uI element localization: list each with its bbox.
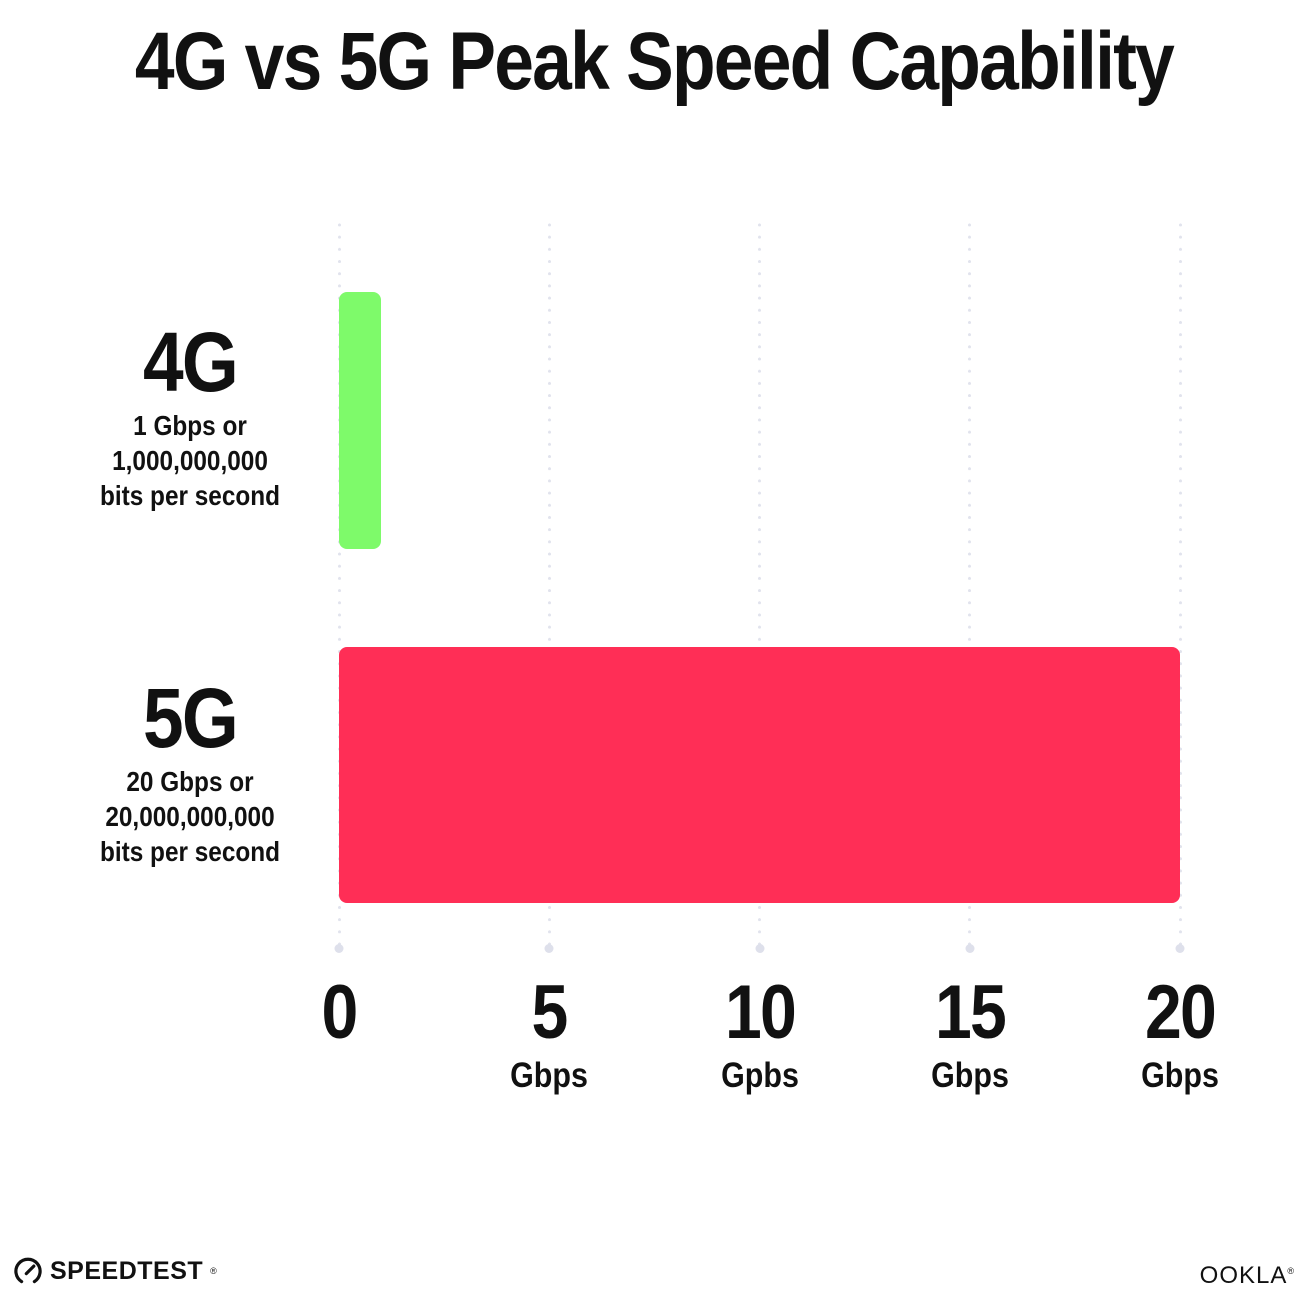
gridline-15 — [968, 222, 972, 950]
category-label-4g: 4G 1 Gbps or 1,000,000,000 bits per seco… — [60, 315, 321, 513]
x-axis: 0 5 Gbps 10 Gpbs 15 Gbps 20 Gbps — [321, 970, 1218, 1108]
category-desc-4g-line3: bits per second — [99, 480, 281, 511]
category-desc-4g-line1: 1 Gbps or — [133, 410, 247, 441]
x-tick-15-unit: Gbps — [930, 1056, 1009, 1095]
plot-area — [337, 222, 1182, 958]
gridline-0 — [337, 222, 341, 950]
ookla-wordmark: OOKLA — [1199, 1262, 1288, 1289]
gridline-10 — [758, 222, 761, 950]
speedtest-gauge-icon — [14, 1257, 42, 1284]
x-tick-15: 15 Gbps — [865, 970, 1074, 1095]
category-desc-4g-line2: 1,000,000,000 — [112, 445, 268, 476]
bar-5g — [339, 647, 1180, 903]
x-tick-5-number: 5 — [531, 970, 569, 1055]
x-tick-15-number: 15 — [934, 970, 1007, 1055]
x-tick-5: 5 Gbps — [445, 970, 654, 1095]
speedtest-logo: SPEEDTEST ® — [13, 1256, 217, 1286]
x-tick-10-number: 10 — [724, 970, 796, 1055]
x-tick-20-number: 20 — [1144, 970, 1217, 1055]
x-tick-0-number: 0 — [321, 970, 358, 1055]
category-label-5g: 5G 20 Gbps or 20,000,000,000 bits per se… — [60, 671, 321, 869]
speedtest-wordmark: SPEEDTEST — [50, 1256, 204, 1285]
bar-4g — [339, 292, 382, 549]
speedtest-trademark: ® — [210, 1265, 217, 1276]
ookla-logo: OOKLA® — [1200, 1262, 1295, 1290]
x-tick-5-unit: Gbps — [510, 1056, 589, 1095]
gridline-5 — [547, 222, 551, 950]
x-tick-20-unit: Gbps — [1141, 1056, 1219, 1095]
ookla-trademark: ® — [1287, 1266, 1295, 1276]
gridline-20 — [1178, 222, 1182, 950]
category-name-4g: 4G — [142, 315, 239, 409]
category-name-5g: 5G — [142, 671, 239, 765]
x-tick-10-unit: Gpbs — [720, 1056, 799, 1095]
category-desc-5g-line1: 20 Gbps or — [126, 766, 254, 797]
category-desc-5g-line3: bits per second — [99, 836, 281, 867]
category-desc-5g-line2: 20,000,000,000 — [105, 801, 275, 832]
chart-title: 4G vs 5G Peak Speed Capability — [134, 16, 1175, 107]
x-tick-20: 20 Gbps — [1076, 970, 1285, 1095]
x-tick-0: 0 — [235, 970, 444, 1058]
x-tick-10: 10 Gpbs — [655, 970, 864, 1095]
